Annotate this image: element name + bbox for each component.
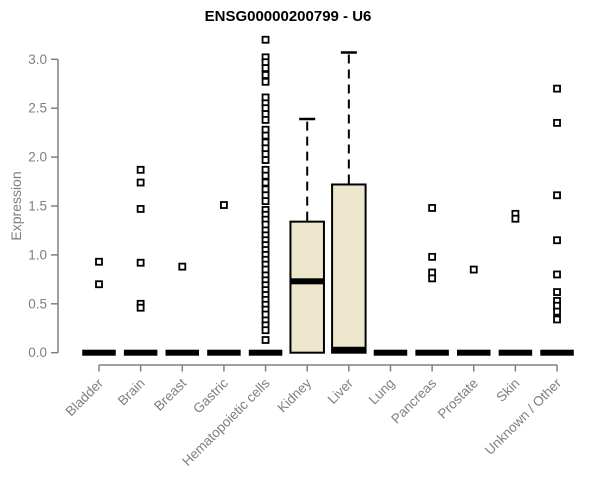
outlier-point [261, 197, 270, 206]
outlier-point [261, 131, 270, 140]
x-category-label: Prostate [435, 376, 481, 422]
box-median [498, 349, 533, 356]
x-category-label: Breast [151, 375, 189, 413]
x-category-label: Bladder [63, 375, 107, 419]
outlier-point [261, 178, 270, 187]
x-category-label: Gastric [190, 375, 231, 416]
box [331, 183, 367, 354]
box [289, 220, 325, 354]
outlier-point [261, 326, 270, 335]
x-category-label: Lung [366, 376, 398, 408]
outlier-point [178, 262, 187, 271]
outlier-point [261, 171, 270, 180]
y-tick-label: 1.0 [28, 247, 47, 262]
outlier-point [261, 71, 270, 79]
outlier-point [136, 178, 145, 187]
outlier-point [553, 191, 561, 200]
y-tick-label: 3.0 [28, 52, 47, 67]
outlier-point [261, 64, 270, 73]
outlier-point [553, 307, 561, 316]
outlier-point [428, 204, 437, 212]
box-median [373, 349, 408, 356]
outlier-point [261, 77, 270, 86]
outlier-point [220, 201, 228, 209]
outlier-point [136, 205, 145, 213]
y-tick-label: 1.5 [28, 199, 47, 214]
outlier-point [553, 315, 561, 324]
box-median [165, 349, 200, 356]
outlier-point [95, 257, 103, 266]
box-median [290, 278, 324, 285]
outlier-point [261, 35, 270, 44]
outlier-point [136, 165, 145, 174]
outlier-point [261, 336, 270, 344]
outlier-point [553, 118, 561, 127]
box-median [207, 349, 241, 356]
outlier-point [511, 214, 520, 223]
outlier-point [95, 280, 103, 289]
box-median [123, 349, 158, 356]
outlier-point [136, 303, 145, 312]
outlier-point [136, 258, 145, 267]
outlier-point [469, 265, 478, 274]
x-category-label: Unknown / Other [482, 375, 565, 458]
y-tick-label: 0.5 [28, 296, 47, 311]
box-median [82, 349, 116, 356]
outlier-point [553, 84, 561, 93]
y-tick-label: 2.0 [28, 150, 47, 165]
outlier-point [261, 156, 270, 164]
x-category-label: Kidney [275, 375, 315, 415]
outlier-point [428, 274, 437, 283]
x-category-label: Skin [493, 376, 522, 405]
box-median [457, 349, 491, 356]
outlier-point [553, 288, 561, 296]
box-median [332, 346, 366, 353]
outlier-point [553, 270, 561, 279]
outlier-point [428, 252, 437, 261]
y-tick-label: 2.5 [28, 101, 47, 116]
box-median [540, 349, 574, 356]
outlier-point [261, 116, 270, 124]
x-category-label: Pancreas [388, 375, 439, 426]
x-category-label: Brain [115, 376, 148, 409]
chart-title: ENSG00000200799 - U6 [204, 8, 372, 25]
box-median [248, 349, 283, 356]
box-median [415, 349, 449, 356]
y-tick-label: 0.0 [28, 345, 47, 360]
outlier-point [553, 236, 561, 245]
x-category-label: Liver [325, 375, 357, 407]
